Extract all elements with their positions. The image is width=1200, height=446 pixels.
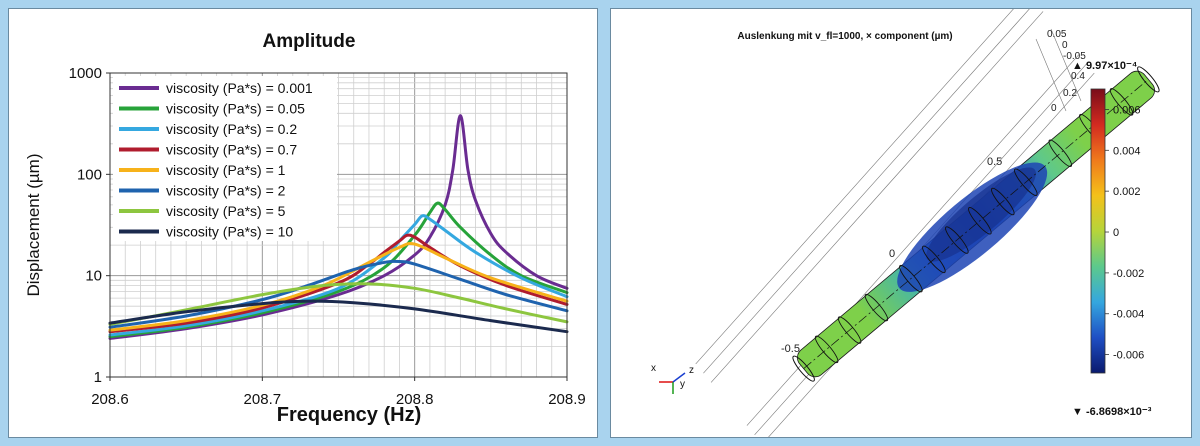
tube-axis-tick-0-5: 0.5: [987, 156, 1002, 168]
y-tick-label-3: 1000: [69, 65, 102, 82]
corner-tick-3: -0.05: [1063, 51, 1086, 62]
corner-tick-5: 0.2: [1063, 88, 1077, 99]
y-tick-label-0: 1: [94, 369, 102, 386]
tube-ring-9: [1048, 139, 1073, 168]
y-tick-label-1: 10: [85, 268, 102, 285]
tube-axis-tick-neg-0-5: -0.5: [781, 343, 800, 355]
tube-ring-11: [1109, 88, 1134, 116]
legend-label-3: viscosity (Pa*s) = 0.7: [166, 142, 297, 158]
amplitude-chart-panel: viscosity (Pa*s) = 0.001 viscosity (Pa*s)…: [8, 8, 598, 438]
legend-label-4: viscosity (Pa*s) = 1: [166, 162, 286, 178]
tube-ring-3: [899, 264, 923, 293]
tube-ring-8: [1013, 168, 1038, 196]
wire-edge-2: [1035, 38, 1067, 112]
legend-label-2: viscosity (Pa*s) = 0.2: [166, 121, 297, 137]
tube-rings: [814, 88, 1134, 364]
colorbar: [1090, 88, 1106, 374]
legend-label-6: viscosity (Pa*s) = 5: [166, 203, 286, 219]
colorbar-tick-label-6: -0.006: [1113, 350, 1144, 362]
wireframe-box: [695, 9, 1095, 437]
wire-line-1: [703, 9, 1030, 374]
colorbar-tick-label-3: 0: [1113, 227, 1119, 239]
tube-ring-5: [945, 226, 969, 254]
wire-edge-1: [1050, 28, 1082, 102]
tube-ring-2: [864, 293, 889, 322]
series-line-6: [108, 282, 569, 326]
corner-tick-1: 0.05: [1047, 29, 1067, 40]
series-line-7: [108, 299, 569, 334]
tube-axis-tick-0: 0: [889, 248, 895, 260]
corner-tick-4: 0.4: [1071, 71, 1085, 82]
colorbar-tick-label-2: 0.002: [1113, 186, 1141, 198]
corner-tick-6: 0: [1051, 103, 1057, 114]
x-axis-label: Frequency (Hz): [277, 404, 421, 426]
x-tick-label-0: 208.6: [91, 391, 129, 408]
series-line-2: [108, 214, 569, 337]
plot-frame: [109, 72, 568, 378]
series-line-0: [108, 114, 569, 340]
x-tick-label-2: 208.8: [396, 391, 434, 408]
tube-ring-6: [968, 207, 992, 235]
corner-tick-2: 0: [1062, 40, 1068, 51]
deflection-plot: Auslenkung mit v_fl=1000, × component (µ…: [651, 9, 1160, 437]
triad-z-label: z: [689, 365, 694, 376]
tube-ring-4: [922, 245, 946, 274]
axis-ticks: 208.6 208.7 208.8 208.9 1 10 100 1000: [69, 65, 586, 408]
triad-y-label: y: [680, 379, 685, 390]
legend-label-1: viscosity (Pa*s) = 0.05: [166, 101, 305, 117]
triad-x-label: x: [651, 363, 656, 374]
x-tick-label-3: 208.9: [548, 391, 586, 408]
wire-line-3: [746, 54, 1080, 426]
tube-surface: [792, 66, 1160, 382]
series-lines: [108, 114, 569, 340]
legend-label-5: viscosity (Pa*s) = 2: [166, 183, 286, 199]
y-tick-label-2: 100: [77, 166, 102, 183]
colorbar-tick-label-1: 0.004: [1113, 145, 1141, 157]
colorbar-tick-label-4: -0.002: [1113, 268, 1144, 280]
tube-ring-1: [837, 316, 862, 344]
plot-title: Auslenkung mit v_fl=1000, × component (µ…: [737, 31, 952, 42]
tube-ring-0: [814, 335, 839, 364]
legend-label-0: viscosity (Pa*s) = 0.001: [166, 80, 313, 96]
colorbar-min-label: ▼ -6.8698×10⁻³: [1072, 406, 1152, 418]
wire-line-2: [710, 11, 1044, 383]
colorbar-tick-label-0: 0.006: [1113, 104, 1141, 116]
series-line-1: [108, 201, 569, 339]
legend: viscosity (Pa*s) = 0.001 viscosity (Pa*s)…: [113, 76, 337, 241]
chart-title: Amplitude: [263, 31, 356, 52]
legend-box: [113, 76, 337, 241]
x-tick-label-1: 208.7: [244, 391, 282, 408]
axis-triad: x y z: [651, 363, 694, 394]
deflection-plot-panel: Auslenkung mit v_fl=1000, × component (µ…: [610, 8, 1192, 438]
colorbar-tick-label-5: -0.004: [1113, 309, 1144, 321]
amplitude-chart: viscosity (Pa*s) = 0.001 viscosity (Pa*s)…: [24, 31, 586, 426]
y-axis-label: Displacement (µm): [24, 154, 43, 297]
colorbar-max-label: ▲ 9.97×10⁻⁴: [1072, 60, 1137, 72]
tube-ring-7: [991, 187, 1015, 216]
series-line-4: [108, 241, 569, 332]
colorbar-ticks: 0.006 0.004 0.002 0 -0.002 -0.004 -0.006: [1105, 104, 1144, 362]
wire-line-0: [695, 9, 1014, 365]
legend-label-7: viscosity (Pa*s) = 10: [166, 224, 293, 240]
